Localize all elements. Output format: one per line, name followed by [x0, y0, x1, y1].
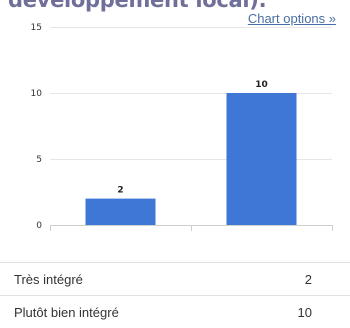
- bar-chart: 0 5 10 15 2 10: [31, 23, 333, 231]
- chart-options-link[interactable]: Chart options »: [247, 11, 336, 26]
- y-axis-ticks: 0 5 10 15: [31, 23, 43, 231]
- y-tick-label: 15: [31, 23, 42, 33]
- bar-value-label: 2: [117, 186, 123, 196]
- bar: [85, 198, 156, 225]
- bars: [85, 93, 297, 225]
- data-table: Très intégré 2 Plutôt bien intégré 10: [0, 262, 350, 328]
- bar-value-label: 10: [255, 80, 268, 90]
- y-tick-label: 10: [31, 89, 43, 99]
- y-tick-label: 5: [36, 155, 42, 165]
- bar: [226, 93, 297, 225]
- row-value: 10: [242, 295, 350, 328]
- row-value: 2: [242, 262, 350, 296]
- row-label: Plutôt bien intégré: [0, 295, 243, 328]
- bar-value-labels: 2 10: [117, 80, 267, 196]
- y-tick-label: 0: [36, 221, 42, 231]
- page-heading: développement local).: [8, 0, 267, 12]
- table-row: Plutôt bien intégré 10: [0, 295, 350, 328]
- table-row: Très intégré 2: [0, 262, 350, 296]
- row-label: Très intégré: [0, 262, 243, 296]
